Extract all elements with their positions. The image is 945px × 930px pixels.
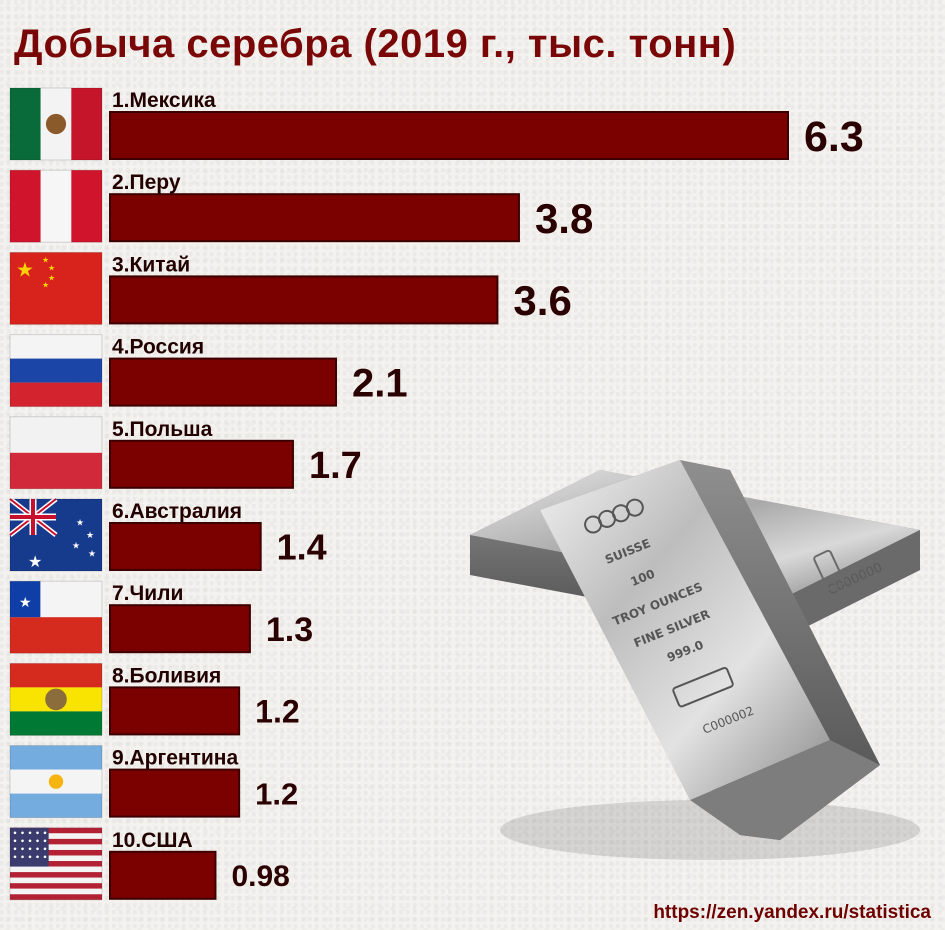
country-label: 7.Чили <box>112 582 183 605</box>
svg-text:★: ★ <box>42 255 49 264</box>
value-label: 3.8 <box>535 195 593 242</box>
australia-flag: ★★★★★ <box>8 497 103 572</box>
svg-text:★: ★ <box>48 273 55 282</box>
bar <box>109 111 789 160</box>
svg-text:★: ★ <box>88 549 96 559</box>
value-label: 6.3 <box>804 113 864 161</box>
country-label: 6.Австралия <box>112 500 242 523</box>
bar <box>109 357 337 407</box>
bolivia-flag <box>9 662 103 736</box>
country-label: 2.Перу <box>112 171 181 194</box>
value-label: 3.6 <box>513 277 571 324</box>
country-label: 8.Боливия <box>112 664 221 687</box>
value-label: 1.3 <box>266 611 313 649</box>
bar <box>109 768 241 818</box>
bar <box>109 604 251 654</box>
bar <box>109 686 241 736</box>
svg-text:★: ★ <box>28 552 42 571</box>
bar <box>109 522 262 571</box>
svg-text:★: ★ <box>86 531 94 541</box>
mexico-flag <box>9 87 103 161</box>
china-flag: ★ ★★★★ <box>9 251 103 325</box>
country-label: 3.Китай <box>112 253 190 276</box>
poland-flag <box>9 416 103 490</box>
svg-text:★: ★ <box>48 263 55 272</box>
bar <box>109 193 520 243</box>
svg-text:★: ★ <box>76 519 84 529</box>
silver-bars-image: C000000 SUISSE 100 TROY OUNCES FINE SILV… <box>470 460 920 860</box>
value-label: 2.1 <box>352 362 408 406</box>
svg-text:★: ★ <box>16 257 34 281</box>
country-label: 9.Аргентина <box>112 747 238 770</box>
country-label: 5.Польша <box>112 418 213 441</box>
value-label: 1.2 <box>255 776 298 811</box>
usa-flag <box>9 827 103 901</box>
value-label: 1.7 <box>309 445 362 487</box>
bar <box>109 439 294 489</box>
chart-title: Добыча серебра (2019 г., тыс. тонн) <box>14 22 737 66</box>
country-label: 4.Россия <box>112 336 204 359</box>
russia-flag <box>9 334 103 408</box>
country-label: 10.США <box>112 829 193 852</box>
value-label: 1.2 <box>255 693 299 729</box>
front-silver-bar: SUISSE 100 TROY OUNCES FINE SILVER 999.0… <box>540 460 880 840</box>
svg-text:★: ★ <box>19 595 32 611</box>
country-label: 1.Мексика <box>112 89 216 112</box>
value-label: 0.98 <box>231 860 289 893</box>
chile-flag: ★ <box>9 580 103 654</box>
peru-flag <box>9 169 103 243</box>
argentina-flag <box>9 745 103 819</box>
bar <box>109 275 499 325</box>
svg-text:★: ★ <box>72 541 80 551</box>
value-label: 1.4 <box>277 526 327 567</box>
source-link[interactable]: https://zen.yandex.ru/statistica <box>653 902 931 923</box>
svg-text:★: ★ <box>42 280 49 289</box>
bar <box>109 850 217 900</box>
